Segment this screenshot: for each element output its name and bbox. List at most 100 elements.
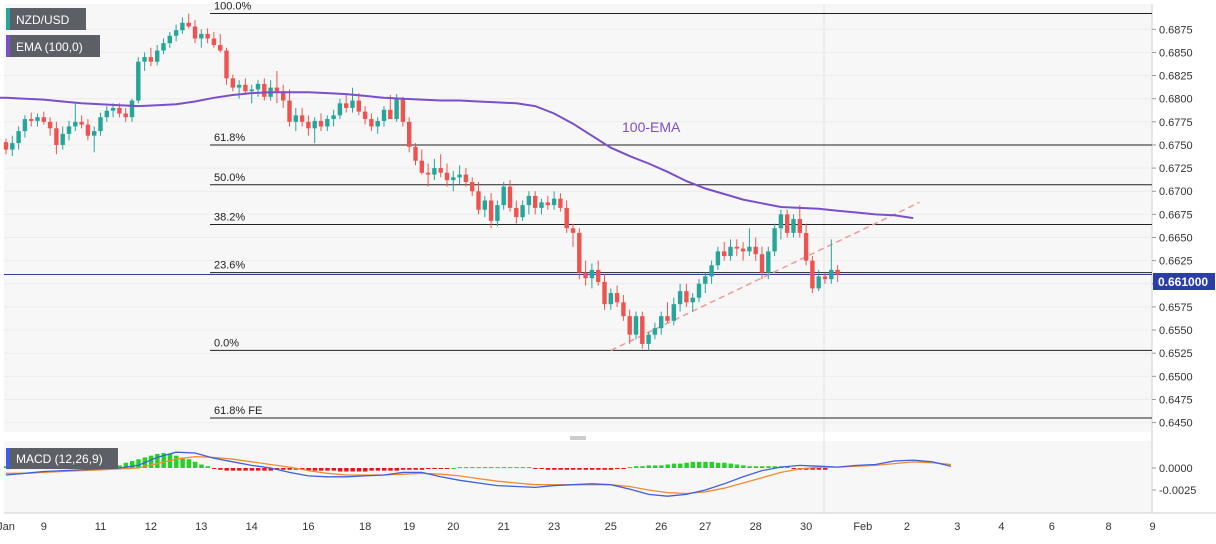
candle-body	[362, 111, 368, 120]
candle-body	[236, 84, 242, 88]
candle-body	[123, 113, 128, 118]
macd-histogram-bar	[281, 468, 286, 470]
macd-histogram-bar	[501, 467, 507, 469]
macd-histogram-bar	[186, 459, 192, 468]
candle-body	[671, 304, 676, 321]
macd-histogram-bar	[697, 461, 702, 468]
candle-body	[444, 172, 450, 181]
macd-histogram-bar	[382, 468, 387, 471]
candle-body	[495, 205, 500, 221]
macd-histogram-bar	[268, 468, 273, 471]
macd-histogram-bar	[734, 464, 740, 468]
macd-histogram-bar	[262, 468, 267, 471]
macd-histogram-bar	[476, 467, 481, 469]
candle-body	[690, 297, 695, 303]
candle-body	[167, 35, 172, 44]
macd-histogram-bar	[407, 468, 412, 470]
candle-body	[810, 260, 815, 289]
macd-histogram-bar	[489, 467, 494, 469]
candle-body	[514, 207, 519, 218]
candle-body	[797, 219, 802, 233]
candle-body	[350, 100, 355, 108]
candle-body	[526, 195, 532, 206]
macd-histogram-bar	[589, 468, 595, 470]
candle-body	[482, 200, 487, 210]
macd-histogram-bar	[823, 468, 828, 470]
candle-body	[488, 200, 494, 221]
macd-histogram-bar	[400, 468, 406, 470]
candle-body	[734, 246, 739, 249]
macd-histogram-bar	[526, 467, 532, 469]
candle-body	[728, 246, 733, 257]
macd-histogram-bar	[249, 468, 255, 471]
macd-histogram-bar	[665, 464, 670, 468]
macd-histogram-bar	[571, 468, 576, 470]
candle-body	[665, 316, 670, 321]
candle-body	[659, 316, 664, 329]
candle-body	[306, 121, 311, 129]
candle-body	[54, 128, 59, 145]
candle-body	[331, 115, 336, 120]
candle-body	[520, 205, 525, 218]
macd-histogram-bar	[457, 467, 462, 469]
candle-body	[3, 142, 9, 150]
price-tick-label: 0.6750	[1159, 140, 1193, 152]
candle-body	[211, 38, 217, 46]
symbol-badge[interactable]: NZD/USD	[6, 8, 86, 30]
macd-histogram-bar	[577, 468, 582, 470]
macd-histogram-bar	[741, 465, 746, 468]
macd-histogram-bar	[640, 466, 645, 468]
candle-body	[104, 110, 109, 118]
macd-histogram-bar	[432, 468, 437, 469]
time-tick-label: 11	[95, 521, 106, 533]
macd-histogram-bar	[136, 459, 141, 468]
candle-body	[230, 78, 235, 88]
candle-body	[243, 84, 248, 92]
macd-histogram-bar	[426, 468, 431, 469]
macd-histogram-bar	[791, 468, 796, 469]
candle-body	[186, 22, 191, 27]
price-tick-label: 0.6500	[1159, 371, 1193, 383]
candle-body	[470, 181, 475, 192]
time-tick-label: 2	[904, 521, 910, 533]
candle-body	[293, 115, 298, 122]
time-tick-label: 8	[1105, 521, 1111, 533]
candle-body	[759, 254, 765, 273]
macd-histogram-bar	[438, 468, 444, 469]
macd-histogram-bar	[659, 465, 664, 468]
price-tick-label: 0.6675	[1159, 209, 1193, 221]
macd-histogram-bar	[652, 465, 658, 468]
candle-body	[148, 57, 154, 62]
time-tick-label: 3	[954, 521, 960, 533]
macd-histogram-bar	[356, 468, 362, 472]
time-tick-label: 9	[41, 521, 47, 533]
macd-histogram-bar	[533, 468, 538, 469]
price-tick-label: 0.6450	[1159, 418, 1193, 430]
candle-body	[85, 124, 91, 136]
ema-badge[interactable]: EMA (100,0)	[6, 35, 100, 57]
time-tick-label: 20	[447, 521, 459, 533]
candle-body	[677, 291, 683, 305]
candle-body	[79, 121, 84, 125]
candle-body	[583, 272, 588, 279]
macd-histogram-bar	[350, 468, 355, 472]
candle-body	[22, 119, 28, 132]
support-trendline	[610, 201, 920, 352]
candle-body	[564, 207, 569, 229]
macd-histogram-bar	[331, 468, 336, 471]
price-tick-label: 0.6525	[1159, 348, 1193, 360]
macd-histogram-bar	[678, 463, 683, 468]
candle-body	[356, 100, 361, 112]
macd-histogram-bar	[451, 468, 456, 469]
candle-body	[791, 219, 796, 233]
macd-badge[interactable]: MACD (12,26,9)	[6, 448, 118, 469]
candle-body	[129, 100, 135, 118]
macd-histogram-bar	[482, 467, 488, 469]
macd-histogram-bar	[747, 466, 752, 468]
macd-histogram-bar	[419, 468, 425, 470]
candle-body	[173, 30, 179, 36]
fib-level-label: 38.2%	[214, 212, 245, 224]
candle-body	[47, 121, 53, 129]
candle-body	[696, 283, 702, 298]
macd-histogram-bar	[123, 462, 129, 468]
